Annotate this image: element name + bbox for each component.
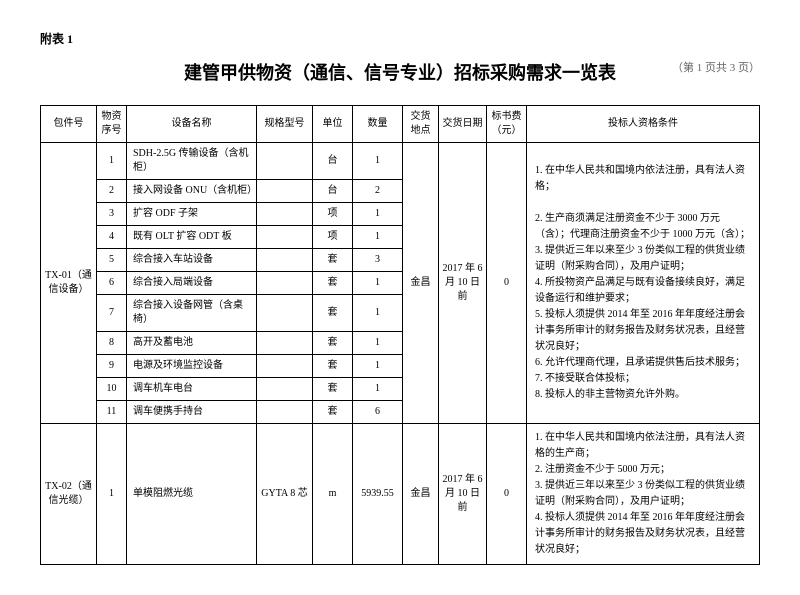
cell-qty: 1: [353, 143, 403, 180]
cell-seq: 1: [97, 143, 127, 180]
cell-unit: 套: [313, 332, 353, 355]
cell-spec: [257, 143, 313, 180]
cell-qty: 1: [353, 332, 403, 355]
cell-qty: 3: [353, 249, 403, 272]
col-name: 设备名称: [127, 106, 257, 143]
cell-seq: 2: [97, 180, 127, 203]
cell-unit: 套: [313, 378, 353, 401]
cell-seq: 8: [97, 332, 127, 355]
cell-spec: [257, 401, 313, 424]
cell-unit: 套: [313, 355, 353, 378]
cell-seq: 3: [97, 203, 127, 226]
cell-fee: 0: [487, 424, 527, 565]
header-label: 附表 1: [40, 30, 760, 47]
cell-name: 综合接入车站设备: [127, 249, 257, 272]
col-pkg: 包件号: [41, 106, 97, 143]
cell-qty: 1: [353, 226, 403, 249]
cell-name: 电源及环境监控设备: [127, 355, 257, 378]
cell-fee: 0: [487, 143, 527, 424]
cell-loc: 金昌: [403, 424, 439, 565]
col-fee: 标书费（元）: [487, 106, 527, 143]
cell-unit: 台: [313, 180, 353, 203]
cell-name: 调车便携手持台: [127, 401, 257, 424]
cell-name: 既有 OLT 扩容 ODT 板: [127, 226, 257, 249]
cell-spec: [257, 203, 313, 226]
cell-name: 高开及蓄电池: [127, 332, 257, 355]
table-row: TX-02（通信光缆）1单模阻燃光缆GYTA 8 芯m5939.55金昌2017…: [41, 424, 760, 565]
procurement-table: 包件号 物资序号 设备名称 规格型号 单位 数量 交货地点 交货日期 标书费（元…: [40, 105, 760, 565]
cell-qual: 1. 在中华人民共和国境内依法注册，具有法人资格；2. 生产商须满足注册资金不少…: [527, 143, 760, 424]
cell-spec: GYTA 8 芯: [257, 424, 313, 565]
cell-pkg: TX-01（通信设备）: [41, 143, 97, 424]
cell-spec: [257, 295, 313, 332]
cell-qty: 1: [353, 203, 403, 226]
cell-qual: 1. 在中华人民共和国境内依法注册，具有法人资格的生产商；2. 注册资金不少于 …: [527, 424, 760, 565]
cell-unit: 台: [313, 143, 353, 180]
cell-name: 调车机车电台: [127, 378, 257, 401]
cell-spec: [257, 180, 313, 203]
cell-unit: 套: [313, 249, 353, 272]
cell-unit: 套: [313, 401, 353, 424]
cell-name: SDH-2.5G 传输设备（含机柜）: [127, 143, 257, 180]
cell-pkg: TX-02（通信光缆）: [41, 424, 97, 565]
cell-spec: [257, 249, 313, 272]
cell-seq: 4: [97, 226, 127, 249]
table-header-row: 包件号 物资序号 设备名称 规格型号 单位 数量 交货地点 交货日期 标书费（元…: [41, 106, 760, 143]
cell-seq: 1: [97, 424, 127, 565]
page-title: 建管甲供物资（通信、信号专业）招标采购需求一览表: [184, 59, 616, 85]
col-loc: 交货地点: [403, 106, 439, 143]
cell-unit: 套: [313, 295, 353, 332]
cell-spec: [257, 332, 313, 355]
cell-qty: 2: [353, 180, 403, 203]
cell-qty: 5939.55: [353, 424, 403, 565]
page-info: （第 1 页共 3 页）: [672, 59, 760, 75]
cell-qty: 1: [353, 272, 403, 295]
cell-unit: 项: [313, 203, 353, 226]
cell-seq: 5: [97, 249, 127, 272]
cell-qty: 1: [353, 355, 403, 378]
cell-date: 2017 年 6 月 10 日前: [439, 143, 487, 424]
col-qual: 投标人资格条件: [527, 106, 760, 143]
cell-unit: m: [313, 424, 353, 565]
title-row: 建管甲供物资（通信、信号专业）招标采购需求一览表 （第 1 页共 3 页）: [40, 59, 760, 85]
cell-unit: 项: [313, 226, 353, 249]
cell-qty: 1: [353, 295, 403, 332]
cell-spec: [257, 272, 313, 295]
cell-seq: 7: [97, 295, 127, 332]
cell-date: 2017 年 6 月 10 日前: [439, 424, 487, 565]
cell-qty: 6: [353, 401, 403, 424]
col-date: 交货日期: [439, 106, 487, 143]
col-seq: 物资序号: [97, 106, 127, 143]
cell-spec: [257, 355, 313, 378]
cell-unit: 套: [313, 272, 353, 295]
cell-name: 扩容 ODF 子架: [127, 203, 257, 226]
cell-seq: 10: [97, 378, 127, 401]
table-row: TX-01（通信设备）1SDH-2.5G 传输设备（含机柜）台1金昌2017 年…: [41, 143, 760, 180]
cell-qty: 1: [353, 378, 403, 401]
col-spec: 规格型号: [257, 106, 313, 143]
cell-name: 综合接入设备网管（含桌椅）: [127, 295, 257, 332]
cell-loc: 金昌: [403, 143, 439, 424]
cell-spec: [257, 226, 313, 249]
cell-name: 接入网设备 ONU（含机柜）: [127, 180, 257, 203]
col-unit: 单位: [313, 106, 353, 143]
cell-name: 单模阻燃光缆: [127, 424, 257, 565]
cell-seq: 6: [97, 272, 127, 295]
cell-spec: [257, 378, 313, 401]
cell-name: 综合接入局端设备: [127, 272, 257, 295]
cell-seq: 11: [97, 401, 127, 424]
col-qty: 数量: [353, 106, 403, 143]
cell-seq: 9: [97, 355, 127, 378]
